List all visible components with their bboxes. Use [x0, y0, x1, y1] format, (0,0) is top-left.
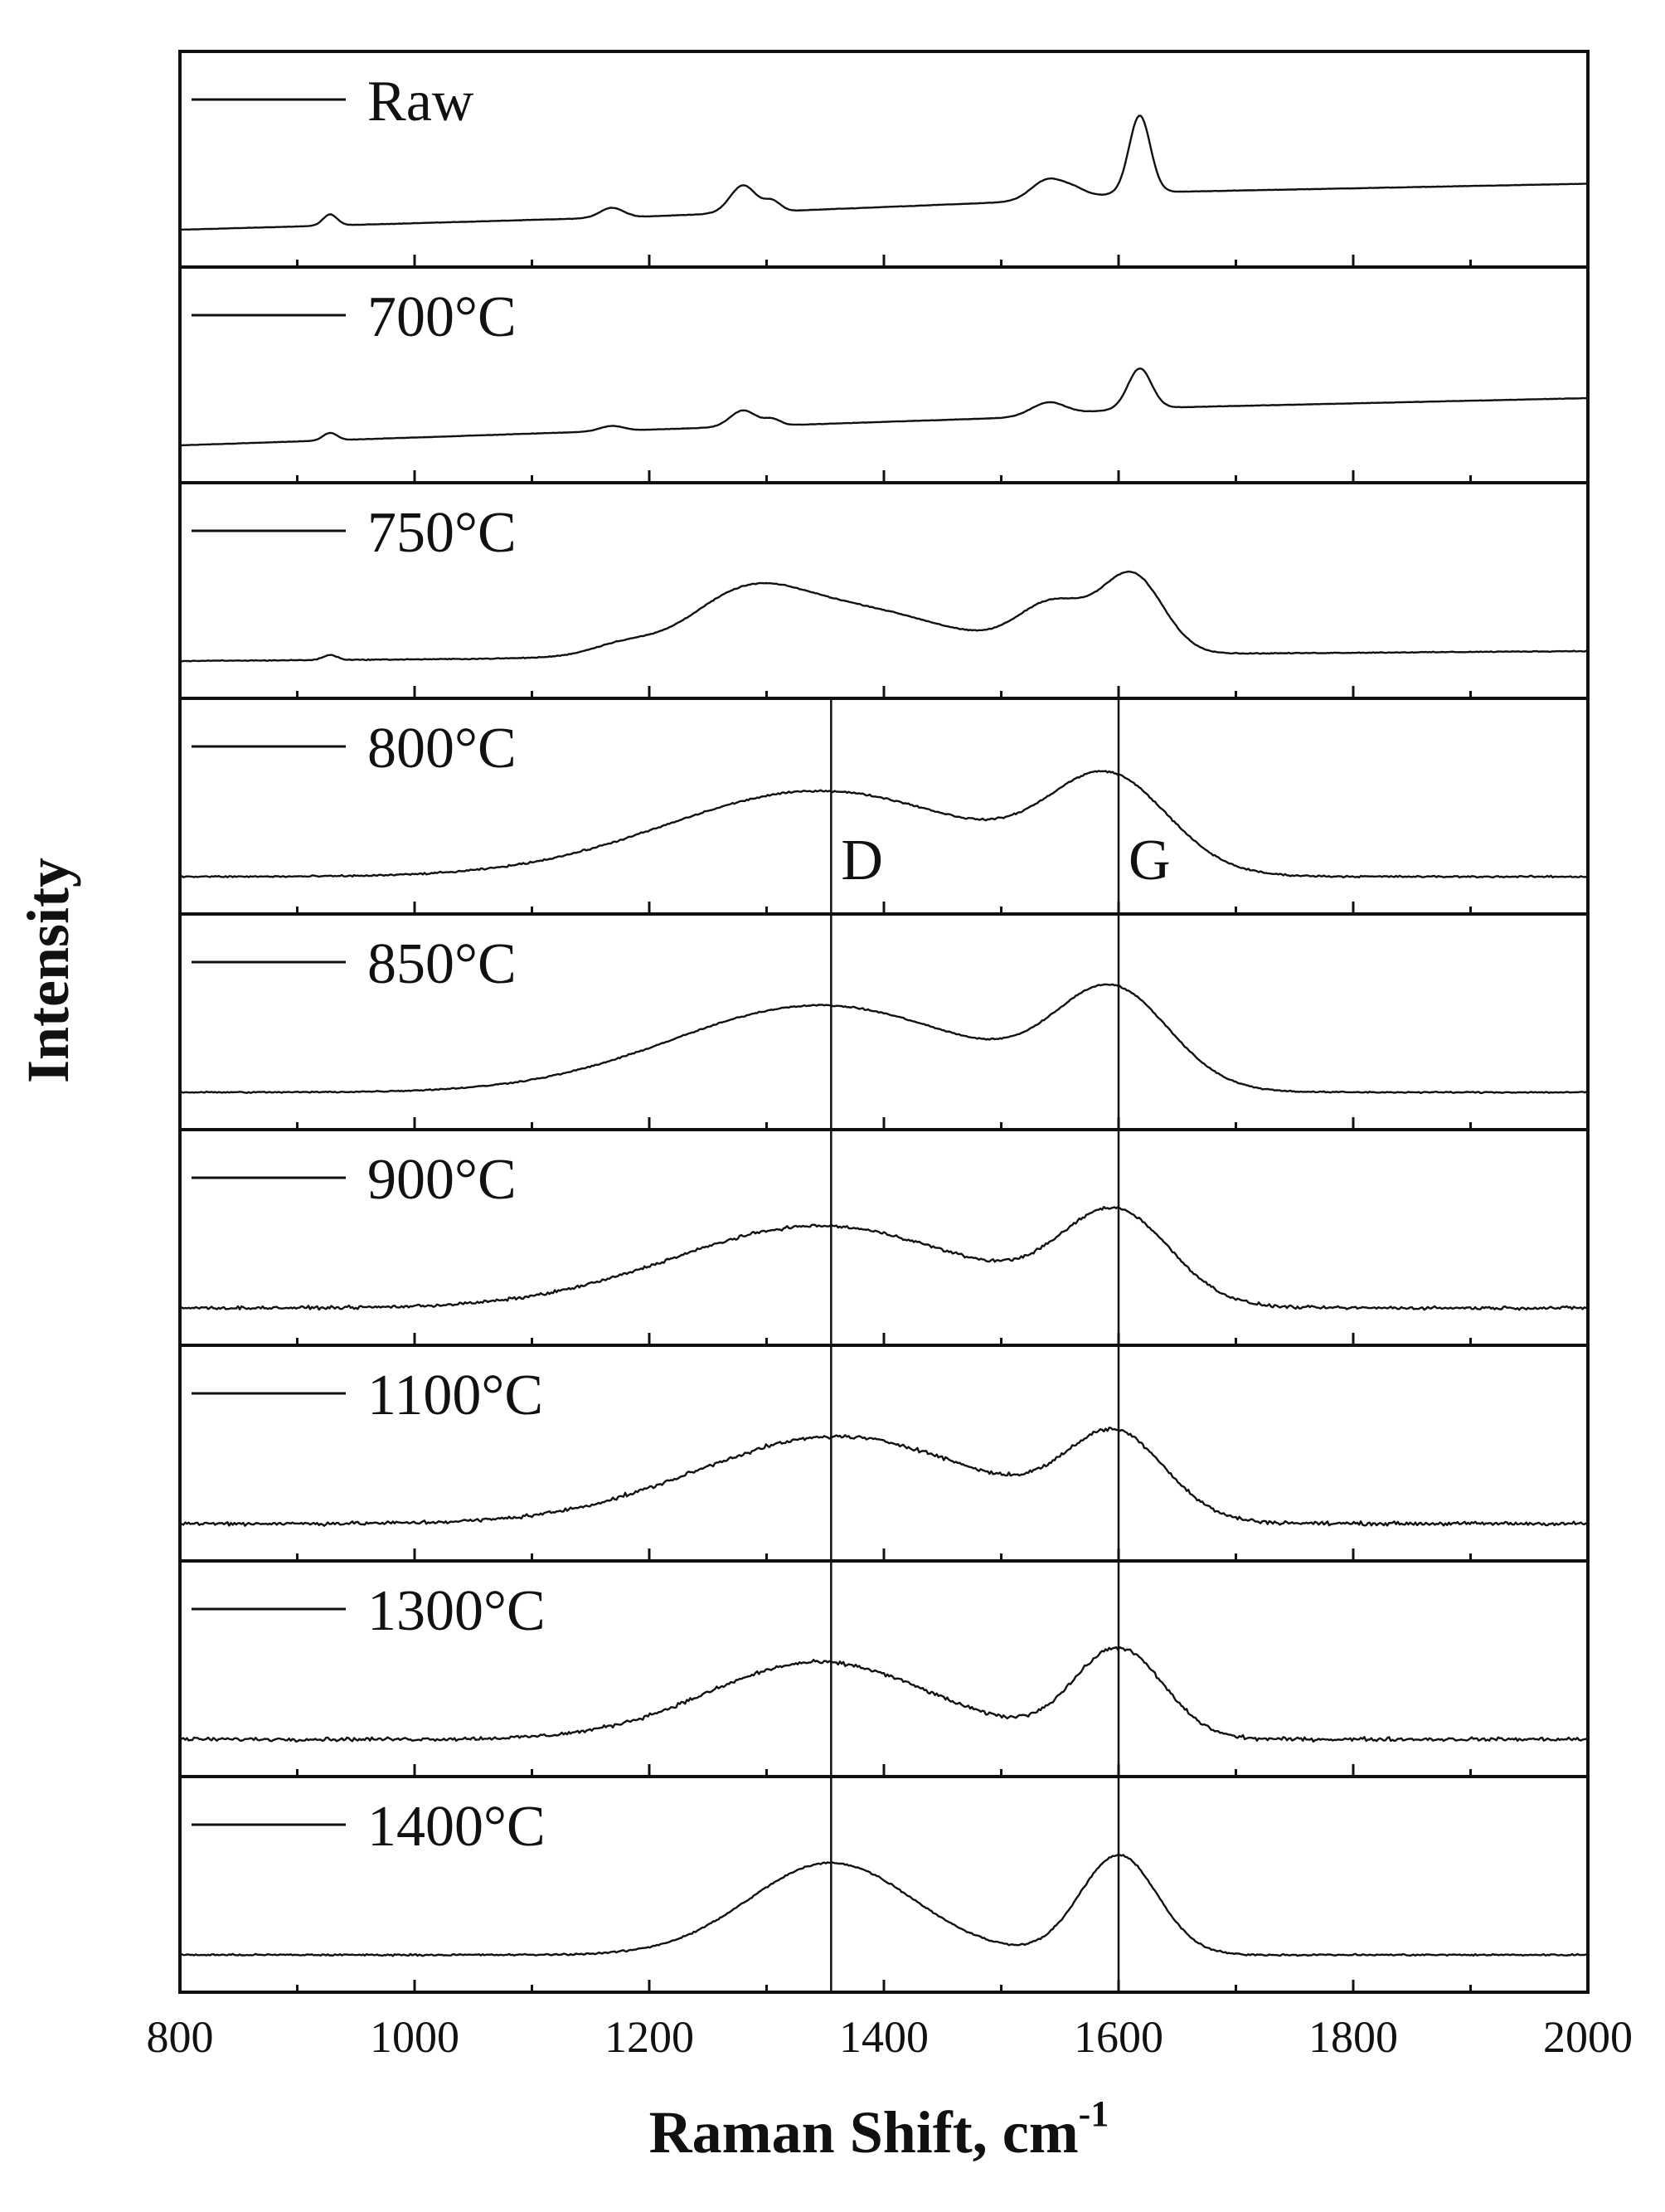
- legend-label-raw: Raw: [367, 70, 474, 134]
- panel-ticks: [178, 902, 1590, 914]
- legend-label-850c: 850°C: [367, 932, 517, 996]
- panel-1300c: 1300°C: [178, 1559, 1590, 1778]
- panel-ticks: [178, 1548, 1590, 1561]
- panel-ticks: [178, 1764, 1590, 1777]
- panel-ticks: [178, 255, 1590, 267]
- x-tick-label: 1600: [1074, 2012, 1163, 2062]
- series-line-1100c: [180, 1427, 1589, 1527]
- panel-750c: 750°C: [178, 481, 1590, 700]
- legend-label-700c: 700°C: [367, 285, 517, 349]
- x-tick-label: 1200: [604, 2012, 694, 2062]
- panel-800c: 800°C: [178, 697, 1590, 916]
- x-tick-label: 1800: [1308, 2012, 1398, 2062]
- series-line-850c: [179, 983, 1589, 1095]
- panel-ticks: [178, 1980, 1590, 1992]
- panel-700c: 700°C: [178, 265, 1590, 484]
- x-tick-label: 1000: [370, 2012, 459, 2062]
- legend-label-1100c: 1100°C: [367, 1364, 543, 1427]
- series-line-1300c: [179, 1646, 1589, 1743]
- panel-ticks: [178, 1333, 1590, 1345]
- panel-ticks: [178, 686, 1590, 698]
- x-tick-label: 800: [147, 2012, 214, 2062]
- panel-raw: Raw: [178, 50, 1590, 269]
- x-axis: 800 1000 1200 1400 1600 1800 2000: [147, 2012, 1633, 2062]
- x-axis-title: Raman Shift, cm-1: [649, 2093, 1109, 2166]
- peak-label-d: D: [841, 829, 883, 892]
- panel-ticks: [178, 470, 1590, 483]
- y-axis-title: Intensity: [15, 858, 81, 1083]
- legend-label-900c: 900°C: [367, 1148, 517, 1212]
- series-line-800c: [179, 770, 1589, 879]
- x-axis-title-superscript: -1: [1079, 2093, 1109, 2134]
- series-line-900c: [179, 1206, 1589, 1311]
- panel-1100c: 1100°C: [178, 1344, 1590, 1563]
- series-line-750c: [180, 570, 1588, 663]
- series-line-raw: [179, 114, 1588, 231]
- panel-ticks: [178, 1117, 1590, 1130]
- x-tick-label: 2000: [1543, 2012, 1633, 2062]
- panel-1400c: 1400°C: [178, 1775, 1590, 1994]
- series-line-700c: [180, 367, 1588, 447]
- x-tick-label: 1400: [839, 2012, 929, 2062]
- legend-label-800c: 800°C: [367, 717, 517, 780]
- legend-label-1400c: 1400°C: [367, 1795, 546, 1859]
- legend-label-1300c: 1300°C: [367, 1579, 546, 1643]
- panel-900c: 900°C: [178, 1128, 1590, 1347]
- series-line-1400c: [180, 1854, 1589, 1957]
- peak-label-g: G: [1129, 829, 1171, 892]
- panel-850c: 850°C: [178, 912, 1590, 1131]
- panels-group: Raw 700°C 750°C 800°C 850°C 900°C 1100°C 1300°C…: [178, 50, 1590, 1994]
- x-axis-title-main: Raman Shift, cm: [649, 2099, 1079, 2166]
- legend-label-750c: 750°C: [367, 501, 517, 565]
